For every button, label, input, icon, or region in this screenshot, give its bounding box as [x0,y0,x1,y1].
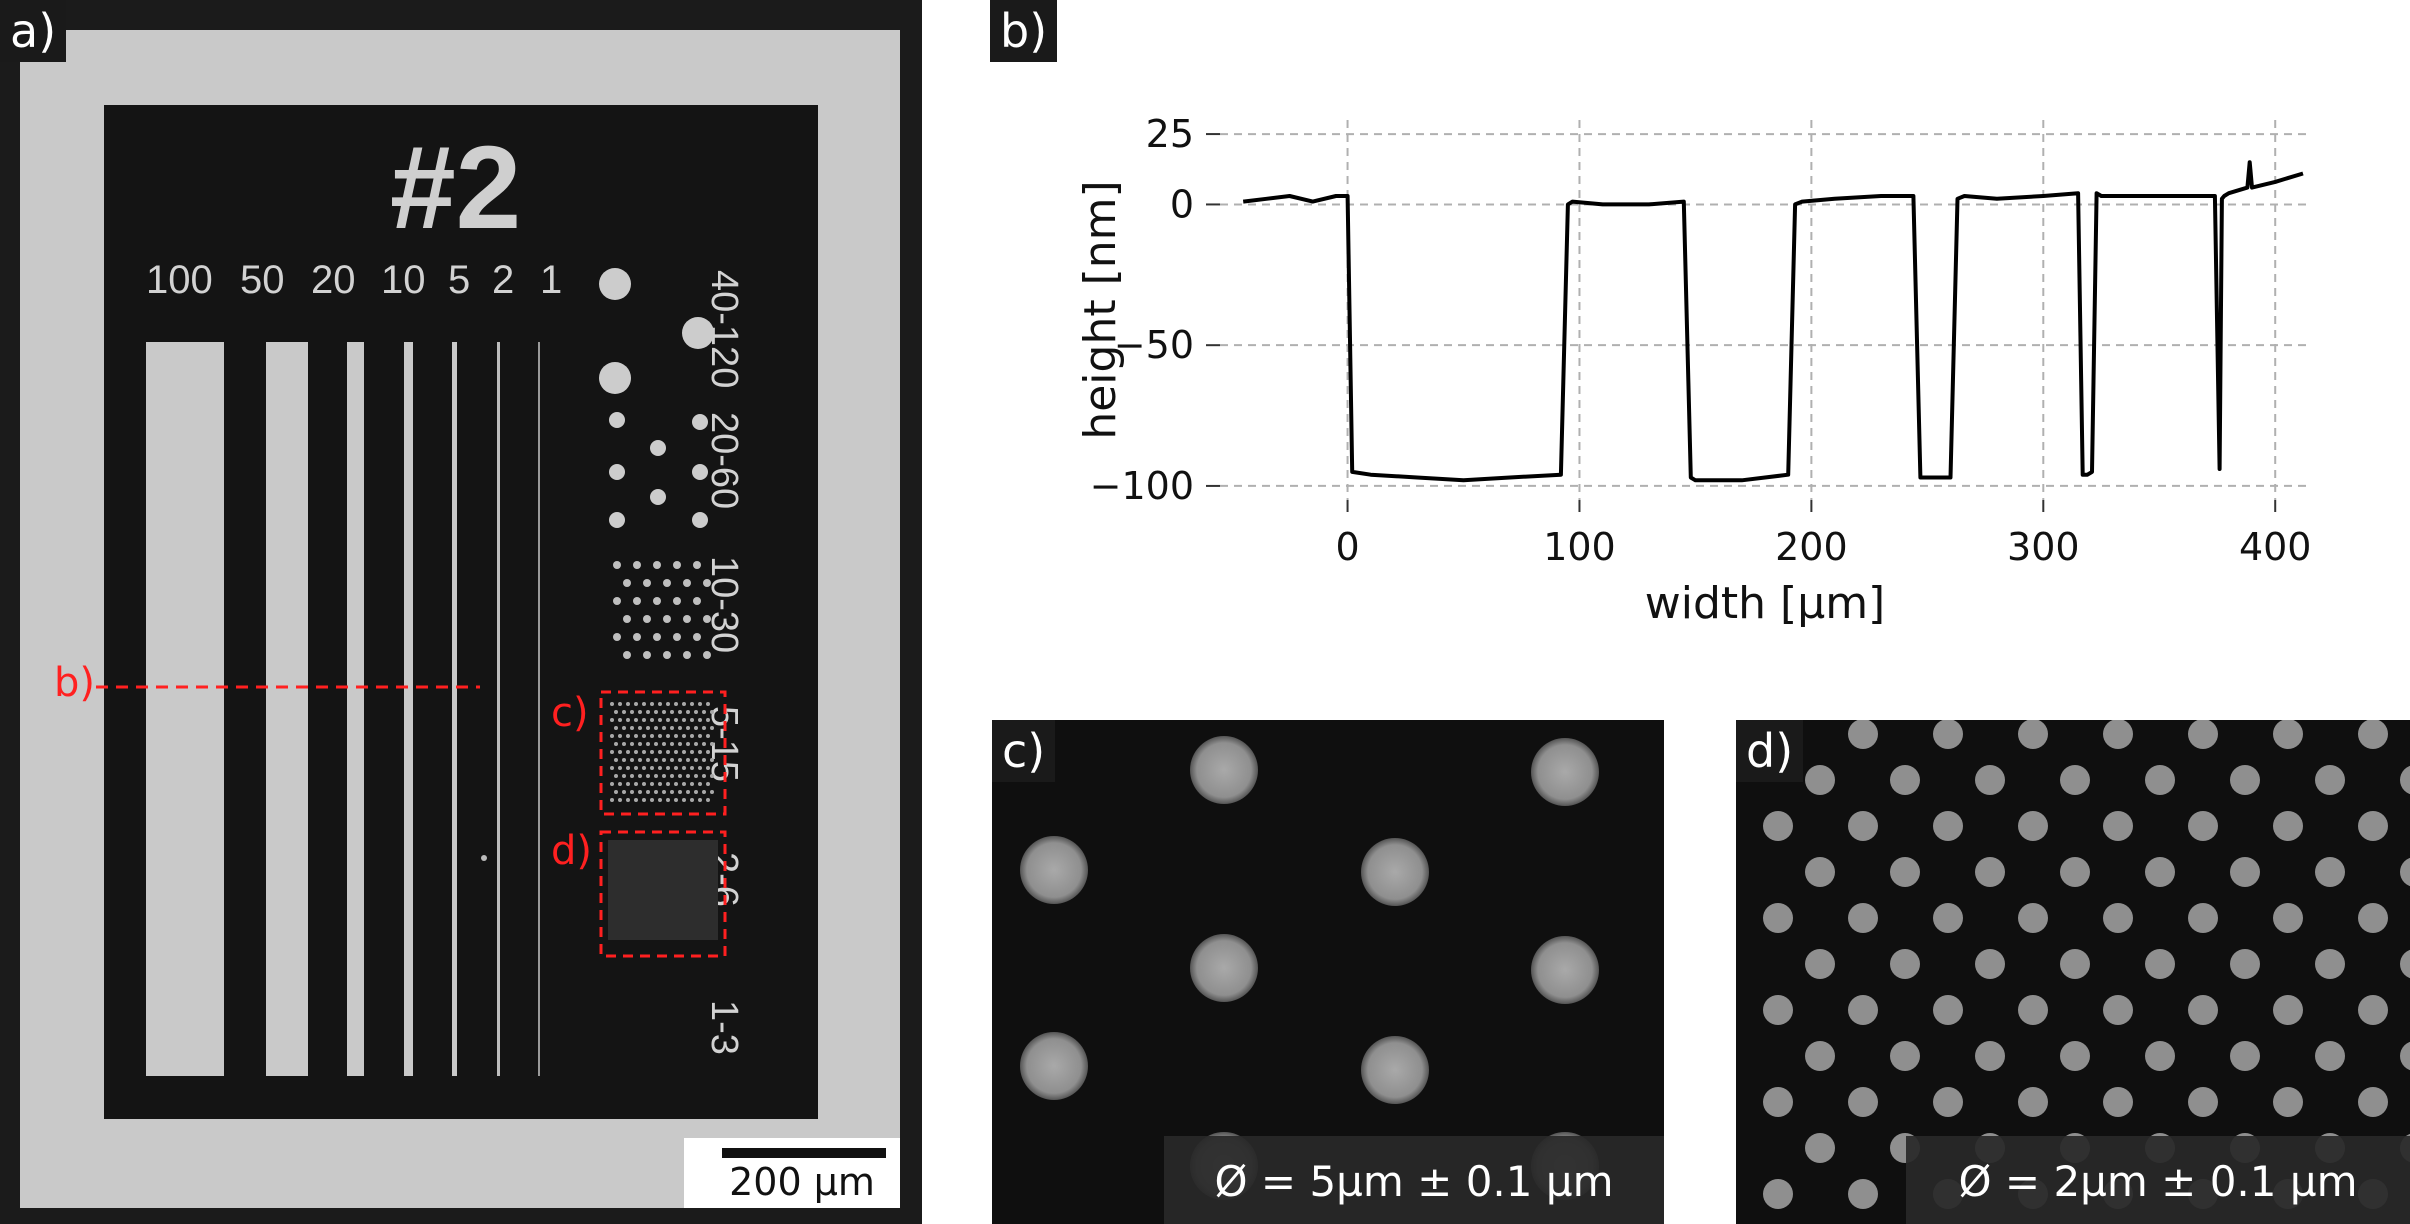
x-tick-label: 400 [2239,525,2312,569]
panel-c: c) Ø = 5µm ± 0.1 µm [992,720,1664,1224]
line-width-label: 20 [311,258,356,302]
line-width-label: 10 [381,258,426,302]
line-width-label: 100 [146,258,213,302]
panel-d: d) Ø = 2µm ± 0.1 µm [1736,720,2410,1224]
test-line-10 [404,342,413,1076]
dot-arrays [96,268,727,958]
test-line-50 [266,342,308,1076]
test-line-5 [452,342,457,1076]
panel-b: b) 0 100 200 300 400 25 0 −50 −100 width [µm] heig… [990,0,2410,680]
x-tick-label: 100 [1543,525,1616,569]
panel-tag-c: c) [992,720,1056,782]
x-axis-label: width [µm] [1645,578,1885,629]
x-tick-label: 200 [1775,525,1848,569]
line-width-label: 1 [540,258,563,302]
diameter-caption-d: Ø = 2µm ± 0.1 µm [1906,1136,2410,1224]
height-profile-chart: 0 100 200 300 400 25 0 −50 −100 width [µm] height … [1075,112,2312,629]
sample-id-label: #2 [390,122,522,254]
panel-tag-b: b) [990,0,1058,62]
test-line-100 [146,342,224,1076]
x-tick-label: 300 [2007,525,2080,569]
test-line-1 [538,342,540,1076]
marker-d: d) [551,828,592,874]
scalebar: 200 µm [684,1138,900,1208]
line-width-label: 5 [448,258,471,302]
panel-a: #2 100 50 20 10 5 2 1 40-120 20-60 10-30… [0,0,922,1224]
y-tick-label: 25 [1146,112,1194,156]
diameter-caption-c: Ø = 5µm ± 0.1 µm [1164,1136,1664,1224]
y-tick-label: −100 [1090,464,1194,508]
line-width-label: 50 [240,258,285,302]
panel-tag-d: d) [1736,720,1804,782]
x-tick-label: 0 [1335,525,1359,569]
marker-b: b) [54,660,95,706]
panel-tag-a: a) [0,0,67,62]
y-tick-label: 0 [1170,182,1194,226]
scalebar-line [722,1148,886,1158]
y-axis-label: height [nm] [1075,180,1126,439]
scalebar-label: 200 µm [729,1160,875,1204]
test-line-20 [347,342,364,1076]
sem-image-a: #2 100 50 20 10 5 2 1 40-120 20-60 10-30… [0,0,922,1224]
inset-box-c [599,690,727,816]
inset-box-d [599,830,727,958]
line-width-label: 2 [492,258,515,302]
test-line-2 [497,342,500,1076]
height-profile-line [1242,160,2304,483]
marker-c: c) [551,690,589,736]
y-tick-label: −50 [1114,323,1194,367]
